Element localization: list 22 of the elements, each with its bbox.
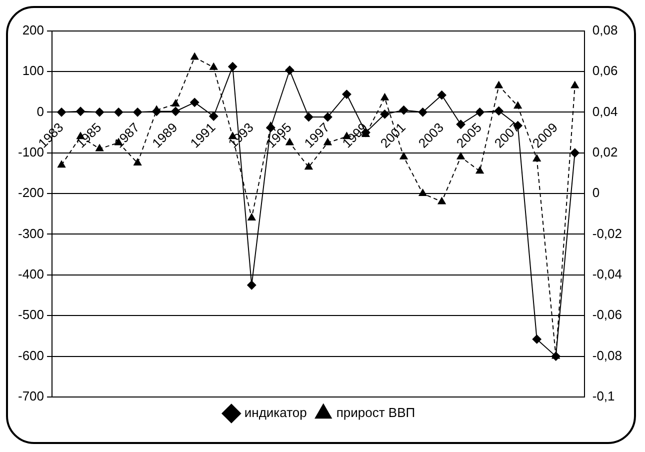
y-tick-label: -600: [18, 348, 44, 363]
y-tick-label: 0: [36, 104, 44, 119]
y2-tick-label: 0,04: [592, 104, 618, 119]
y2-tick-label: 0: [592, 185, 600, 200]
y2-tick-label: 0,06: [592, 63, 618, 78]
y-tick-label: 200: [22, 22, 44, 38]
y-tick-label: -100: [18, 144, 44, 160]
y2-tick-label: -0,1: [592, 388, 615, 404]
y2-tick-label: -0,02: [592, 226, 622, 241]
y-tick-label: -500: [18, 307, 44, 322]
y-tick-label: -200: [18, 185, 44, 200]
y2-tick-label: -0,06: [592, 307, 622, 322]
y-tick-label: 100: [22, 63, 44, 78]
y2-tick-label: -0,04: [592, 266, 622, 282]
y2-tick-label: -0,08: [592, 348, 622, 363]
y-tick-label: -400: [18, 266, 44, 282]
legend-label: индикатор: [244, 405, 307, 420]
legend-label: прирост ВВП: [336, 405, 416, 420]
y2-tick-label: 0,02: [592, 144, 618, 160]
y2-tick-label: 0,08: [592, 22, 618, 38]
y-tick-label: -700: [18, 388, 44, 404]
y-tick-label: -300: [18, 226, 44, 241]
